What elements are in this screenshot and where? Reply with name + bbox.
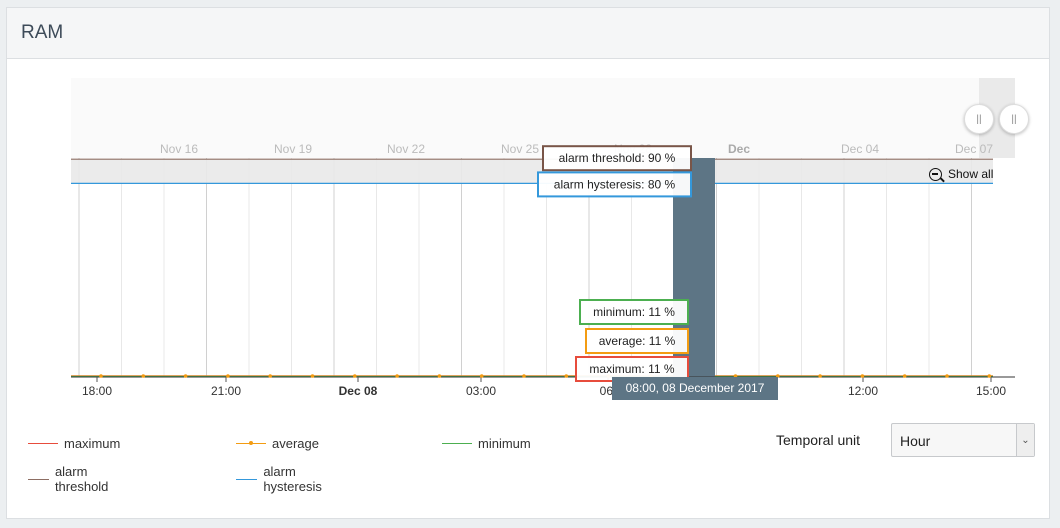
legend-swatch — [28, 443, 58, 444]
show-all-button[interactable]: Show all — [929, 167, 993, 181]
tooltip-text: minimum: 11 % — [593, 305, 675, 319]
temporal-unit-value: Hour — [900, 433, 931, 449]
tooltips: alarm threshold: 90 % alarm hysteresis: 8… — [537, 145, 778, 400]
average-marker — [479, 374, 484, 378]
average-marker — [522, 374, 526, 378]
panel-title: RAM — [21, 22, 64, 43]
legend-item-minimum[interactable]: minimum — [442, 436, 531, 451]
average-marker — [818, 374, 822, 378]
panel-header: RAM — [7, 8, 1049, 59]
legend-item-alarm-threshold[interactable]: alarm threshold — [28, 464, 117, 494]
average-marker — [733, 374, 738, 378]
pause-handle-icon: || — [976, 113, 982, 125]
tooltip-text: alarm threshold: 90 % — [559, 151, 676, 165]
x-tick-label: 18:00 — [82, 384, 112, 398]
legend-label: maximum — [64, 436, 121, 451]
x-axis-ticks: 18:00 21:00 Dec 08 03:00 06: 12:00 15:00 — [82, 377, 1006, 398]
average-marker — [945, 374, 949, 378]
legend-marker — [249, 441, 253, 445]
chart-grid — [78, 158, 972, 377]
legend-item-alarm-hysteresis[interactable]: alarm hysteresis — [236, 464, 331, 494]
chevron-down-icon: ⌄ — [1016, 424, 1034, 456]
navigator-label: Nov 16 — [160, 142, 198, 156]
navigator-label: Nov 25 — [501, 142, 539, 156]
x-tick-label: 21:00 — [211, 384, 241, 398]
tooltip-box — [542, 145, 692, 172]
zoom-out-icon — [929, 167, 942, 181]
average-marker — [395, 374, 399, 378]
average-marker — [353, 374, 357, 378]
navigator-area — [71, 78, 1015, 158]
navigator-handle-left[interactable]: || — [964, 104, 994, 134]
legend-swatch — [236, 441, 266, 445]
navigator-label: Nov 19 — [274, 142, 312, 156]
alarm-band — [71, 159, 993, 184]
average-marker — [860, 374, 865, 378]
tooltip-text: alarm hysteresis: 80 % — [554, 177, 676, 191]
navigator-label: Dec 07 — [955, 142, 993, 156]
average-marker — [310, 374, 315, 378]
average-marker — [183, 374, 188, 378]
tooltip-text: average: 11 % — [599, 334, 676, 348]
average-marker — [776, 374, 780, 378]
legend-label: minimum — [478, 436, 531, 451]
tooltip-box — [537, 171, 692, 198]
tooltip-text: maximum: 11 % — [589, 362, 674, 376]
temporal-unit-select[interactable]: Hour ⌄ — [891, 423, 1035, 457]
show-all-label: Show all — [948, 167, 994, 181]
temporal-unit-label: Temporal unit — [776, 432, 861, 448]
average-marker — [226, 374, 230, 378]
tooltip: alarm threshold: 90 % — [542, 145, 692, 172]
x-tick-label: Dec 08 — [339, 384, 378, 398]
navigator-label: Nov 22 — [387, 142, 425, 156]
average-marker — [987, 374, 992, 378]
crosshair-label-text: 08:00, 08 December 2017 — [626, 381, 765, 395]
crosshair-label: 08:00, 08 December 2017 — [612, 377, 778, 400]
tooltip: alarm hysteresis: 80 % — [537, 171, 692, 198]
navigator-handle-right[interactable]: || — [999, 104, 1029, 134]
tooltip: minimum: 11 % — [579, 299, 689, 325]
tooltip-box — [579, 299, 689, 325]
x-tick-label: 15:00 — [976, 384, 1006, 398]
pause-handle-icon: || — [1011, 113, 1017, 125]
legend-label: alarm hysteresis — [263, 464, 322, 494]
legend-swatch — [236, 478, 258, 480]
tooltip: average: 11 % — [585, 328, 689, 354]
legend-swatch — [442, 443, 472, 444]
average-marker — [564, 374, 569, 378]
average-marker — [99, 374, 103, 378]
series-lines — [71, 158, 993, 378]
crosshair-label-box — [612, 377, 778, 400]
x-tick-label: 12:00 — [848, 384, 878, 398]
legend-item-average[interactable]: average — [236, 436, 319, 451]
average-marker — [902, 374, 907, 378]
legend-item-maximum[interactable]: maximum — [28, 436, 120, 451]
legend-label: average — [272, 436, 319, 451]
average-marker — [437, 374, 442, 378]
x-tick-label: 03:00 — [466, 384, 496, 398]
legend-swatch — [28, 478, 49, 480]
navigator-label: Dec — [728, 142, 750, 156]
average-marker — [268, 374, 273, 378]
tooltip-box — [585, 328, 689, 354]
navigator-label: Dec 04 — [841, 142, 879, 156]
legend-label: alarm threshold — [54, 464, 109, 494]
average-marker — [141, 374, 146, 378]
